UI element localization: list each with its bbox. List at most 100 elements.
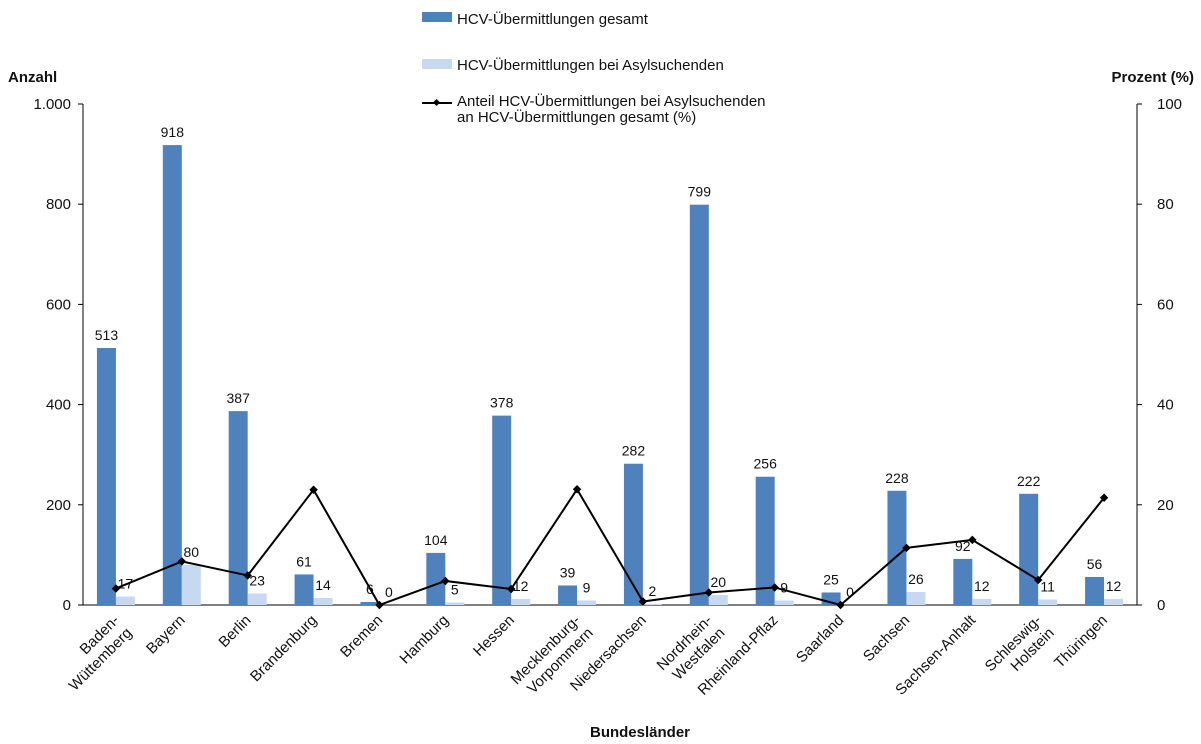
bar-total xyxy=(294,574,314,605)
percent-line xyxy=(115,487,1105,607)
category-label: Schleswig-Holstein xyxy=(982,612,1058,688)
right-axis-ticks: 0 20 40 60 80 100 xyxy=(1137,96,1182,614)
bar-asyl xyxy=(313,597,333,605)
right-axis-title: Prozent (%) xyxy=(1112,69,1195,86)
percent-point xyxy=(375,600,384,610)
bar-total xyxy=(162,145,182,605)
bar-total-label: 513 xyxy=(95,327,119,343)
percent-point xyxy=(968,535,977,545)
category-label: Baden-Wüttemberg xyxy=(53,612,136,695)
bar-total xyxy=(228,411,248,605)
left-axis-title: Anzahl xyxy=(8,69,57,86)
bar-total-label: 387 xyxy=(227,390,251,406)
category-label: Hessen xyxy=(470,612,518,660)
bar-asyl-label: 23 xyxy=(249,572,265,588)
percent-point xyxy=(638,597,648,606)
category-label: Saarland xyxy=(793,612,847,666)
bar-total-label: 25 xyxy=(823,571,839,587)
bar-total-label: 61 xyxy=(296,553,312,569)
bar-asyl-label: 12 xyxy=(974,578,990,594)
legend: HCV-Übermittlungen gesamt HCV-Übermittlu… xyxy=(422,10,766,126)
bar-asyl xyxy=(181,564,201,605)
percent-point xyxy=(506,584,516,594)
bar-total xyxy=(953,558,973,605)
category-label: Bremen xyxy=(337,612,386,661)
category-label: Hamburg xyxy=(396,612,452,668)
bar-total-label: 39 xyxy=(560,564,576,580)
bar-asyl xyxy=(1104,598,1124,605)
bar-total xyxy=(755,476,775,605)
bar-total xyxy=(623,463,643,605)
legend-label-line-2: an HCV-Übermittlungen gesamt (%) xyxy=(457,108,696,126)
left-tick-label: 1.000 xyxy=(33,96,71,113)
category-label: Thüringen xyxy=(1051,612,1111,672)
bar-total-label: 799 xyxy=(688,184,712,200)
bar-total xyxy=(558,585,578,605)
bar-total-label: 222 xyxy=(1017,473,1041,489)
left-tick-label: 0 xyxy=(63,597,71,614)
percent-point xyxy=(770,583,779,592)
bar-asyl xyxy=(247,593,267,605)
bar-total-label: 918 xyxy=(161,124,185,140)
bar-asyl xyxy=(774,600,794,605)
bar-asyl-label: 9 xyxy=(583,579,591,595)
bar-total-label: 228 xyxy=(885,470,909,486)
right-tick-label: 80 xyxy=(1157,196,1174,213)
bar-asyl-label: 26 xyxy=(908,571,924,587)
right-tick-label: 100 xyxy=(1157,96,1182,113)
bar-asyl xyxy=(115,596,135,605)
bar-asyl xyxy=(906,591,926,605)
bar-total-label: 256 xyxy=(754,456,778,472)
left-axis-ticks: 0 200 400 600 800 1.000 xyxy=(33,96,83,614)
left-tick-label: 200 xyxy=(46,497,71,514)
percent-point xyxy=(572,485,582,494)
legend-label-asyl: HCV-Übermittlungen bei Asylsuchenden xyxy=(457,56,724,74)
category-label: Berlin xyxy=(215,612,254,651)
legend-label-line-1: Anteil HCV-Übermittlungen bei Asylsuchen… xyxy=(457,92,766,110)
category-label: Sachsen xyxy=(860,612,913,665)
bar-asyl xyxy=(511,598,531,605)
category-label: Bayern xyxy=(143,612,189,658)
percent-point xyxy=(309,485,318,495)
bar-total xyxy=(1085,576,1105,605)
bar-asyl-label: 9 xyxy=(780,579,788,595)
left-tick-label: 600 xyxy=(46,296,71,313)
legend-swatch-asyl xyxy=(422,59,452,69)
bar-total-label: 104 xyxy=(424,532,448,548)
bar-total-label: 56 xyxy=(1087,556,1103,572)
bar-total-label: 378 xyxy=(490,395,514,411)
bar-asyl-label: 12 xyxy=(513,578,529,594)
bar-asyl xyxy=(642,603,662,605)
left-tick-label: 800 xyxy=(46,196,71,213)
bar-total xyxy=(689,204,709,606)
bar-asyl-label: 12 xyxy=(1106,578,1122,594)
legend-label-total: HCV-Übermittlungen gesamt xyxy=(457,10,649,28)
percent-point xyxy=(1099,493,1109,503)
line-series xyxy=(111,485,1109,610)
bar-asyl-label: 20 xyxy=(711,574,727,590)
bar-total xyxy=(96,347,116,605)
percent-point xyxy=(902,543,911,553)
right-tick-label: 0 xyxy=(1157,597,1165,614)
bar-total xyxy=(1019,493,1039,605)
bar-asyl-label: 14 xyxy=(315,577,331,593)
bar-asyl xyxy=(972,598,992,605)
right-tick-label: 60 xyxy=(1157,296,1174,313)
bar-asyl xyxy=(577,600,597,605)
left-tick-label: 400 xyxy=(46,397,71,414)
bar-asyl-label: 80 xyxy=(184,544,200,560)
percent-point xyxy=(441,576,450,586)
bar-asyl xyxy=(708,594,728,605)
x-axis-title: Bundesländer xyxy=(590,724,690,741)
bar-asyl-label: 0 xyxy=(846,584,854,600)
percent-point xyxy=(836,600,845,610)
category-label: Brandenburg xyxy=(247,612,320,685)
right-tick-label: 40 xyxy=(1157,397,1174,414)
bar-total-label: 282 xyxy=(622,443,646,459)
bar-total xyxy=(492,415,512,605)
percent-point xyxy=(704,588,714,597)
bar-asyl xyxy=(1038,599,1058,605)
